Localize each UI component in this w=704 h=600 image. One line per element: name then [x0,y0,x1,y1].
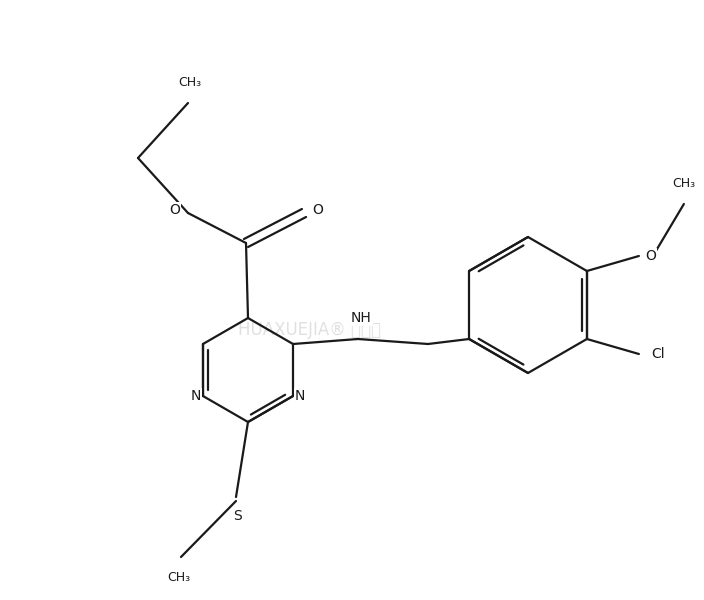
Text: N: N [295,389,306,403]
Text: CH₃: CH₃ [672,177,696,190]
Text: O: O [169,203,180,217]
Text: CH₃: CH₃ [178,76,201,89]
Text: S: S [234,509,242,523]
Text: O: O [312,203,323,217]
Text: N: N [191,389,201,403]
Text: HUAXUEJIA® 化学加: HUAXUEJIA® 化学加 [239,321,382,339]
Text: CH₃: CH₃ [168,571,191,584]
Text: O: O [645,249,655,263]
Text: NH: NH [351,311,372,325]
Text: Cl: Cl [651,347,665,361]
